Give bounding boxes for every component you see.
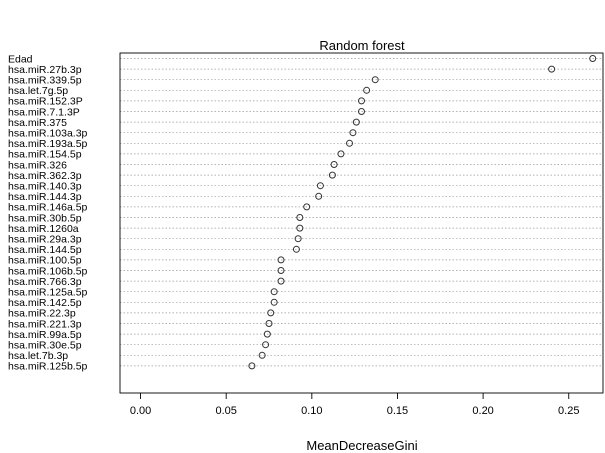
data-points xyxy=(248,55,597,370)
category-label: hsa.miR.154.5p xyxy=(8,149,82,161)
data-point xyxy=(303,203,311,211)
category-label: hsa.miR.99a.5p xyxy=(8,329,82,341)
data-point xyxy=(267,309,275,317)
data-point xyxy=(248,362,256,370)
category-label: hsa.miR.106b.5p xyxy=(8,265,88,277)
data-point xyxy=(270,288,278,296)
category-label: hsa.miR.193a.5p xyxy=(8,138,88,150)
data-point xyxy=(349,129,357,137)
data-point xyxy=(262,341,270,349)
data-point xyxy=(358,108,365,115)
data-point xyxy=(277,267,285,274)
category-label: hsa.miR.27b.3p xyxy=(8,64,82,76)
data-point xyxy=(296,224,304,232)
category-label: hsa.miR.326 xyxy=(8,159,67,171)
category-label: hsa.miR.140.3p xyxy=(8,181,82,193)
category-label: Edad xyxy=(8,53,33,65)
data-point xyxy=(270,298,278,306)
data-point xyxy=(265,320,273,327)
category-label: hsa.miR.30b.5p xyxy=(8,212,82,224)
x-tick-label: 0.20 xyxy=(472,405,493,417)
data-point xyxy=(277,277,285,285)
data-point xyxy=(589,55,597,62)
category-label: hsa.miR.1260a xyxy=(8,223,79,235)
data-point xyxy=(292,245,300,253)
category-label: hsa.miR.144.3p xyxy=(8,191,82,203)
category-label: hsa.miR.7.1.3P xyxy=(8,106,80,118)
category-label: hsa.miR.142.5p xyxy=(8,297,82,309)
data-point xyxy=(352,118,360,126)
x-tick-label: 0.00 xyxy=(130,405,151,417)
category-label: hsa.miR.29a.3p xyxy=(8,234,82,246)
data-point xyxy=(258,351,266,359)
data-point xyxy=(358,97,365,105)
category-label: hsa.miR.125b.5p xyxy=(8,361,88,373)
gridlines xyxy=(120,58,603,367)
data-point xyxy=(337,150,345,158)
category-label: hsa.miR.22.3p xyxy=(8,308,76,320)
x-tick-label: 0.10 xyxy=(301,405,322,417)
data-point xyxy=(263,330,271,338)
category-label: hsa.miR.125a.5p xyxy=(8,287,88,299)
category-label: hsa.miR.30e.5p xyxy=(8,340,82,352)
x-axis-title: MeanDecreaseGini xyxy=(306,438,417,453)
category-label: hsa.miR.103a.3p xyxy=(8,128,88,140)
x-tick-label: 0.05 xyxy=(215,405,236,417)
plot-frame xyxy=(119,52,604,394)
category-label: hsa.miR.766.3p xyxy=(8,276,82,288)
category-label: hsa.miR.100.5p xyxy=(8,255,82,267)
data-point xyxy=(346,139,354,147)
category-label: hsa.miR.152.3P xyxy=(8,96,83,108)
category-label: hsa.miR.375 xyxy=(8,117,67,129)
category-label: hsa.miR.221.3p xyxy=(8,318,82,330)
x-axis: 0.00 0.05 0.10 0.15 0.20 0.25 xyxy=(130,393,579,417)
data-point xyxy=(363,86,371,94)
category-labels: Edadhsa.miR.27b.3phsa.miR.339.5phsa.let.… xyxy=(8,53,88,372)
data-point xyxy=(296,214,304,221)
category-label: hsa.miR.362.3p xyxy=(8,170,82,182)
category-label: hsa.let.7g.5p xyxy=(8,85,68,97)
data-point xyxy=(316,182,324,190)
chart-title: Random forest xyxy=(319,38,405,53)
data-point xyxy=(371,76,379,84)
data-point xyxy=(277,256,285,264)
x-tick-label: 0.15 xyxy=(387,405,408,417)
category-label: hsa.miR.339.5p xyxy=(8,75,82,87)
x-tick-label: 0.25 xyxy=(558,405,579,417)
category-label: hsa.miR.146a.5p xyxy=(8,202,88,214)
data-point xyxy=(328,171,336,179)
category-label: hsa.miR.144.5p xyxy=(8,244,82,256)
category-label: hsa.let.7b.3p xyxy=(8,350,68,362)
data-point xyxy=(294,235,302,243)
data-point xyxy=(548,65,556,73)
data-point xyxy=(330,161,338,168)
data-point xyxy=(315,192,323,200)
